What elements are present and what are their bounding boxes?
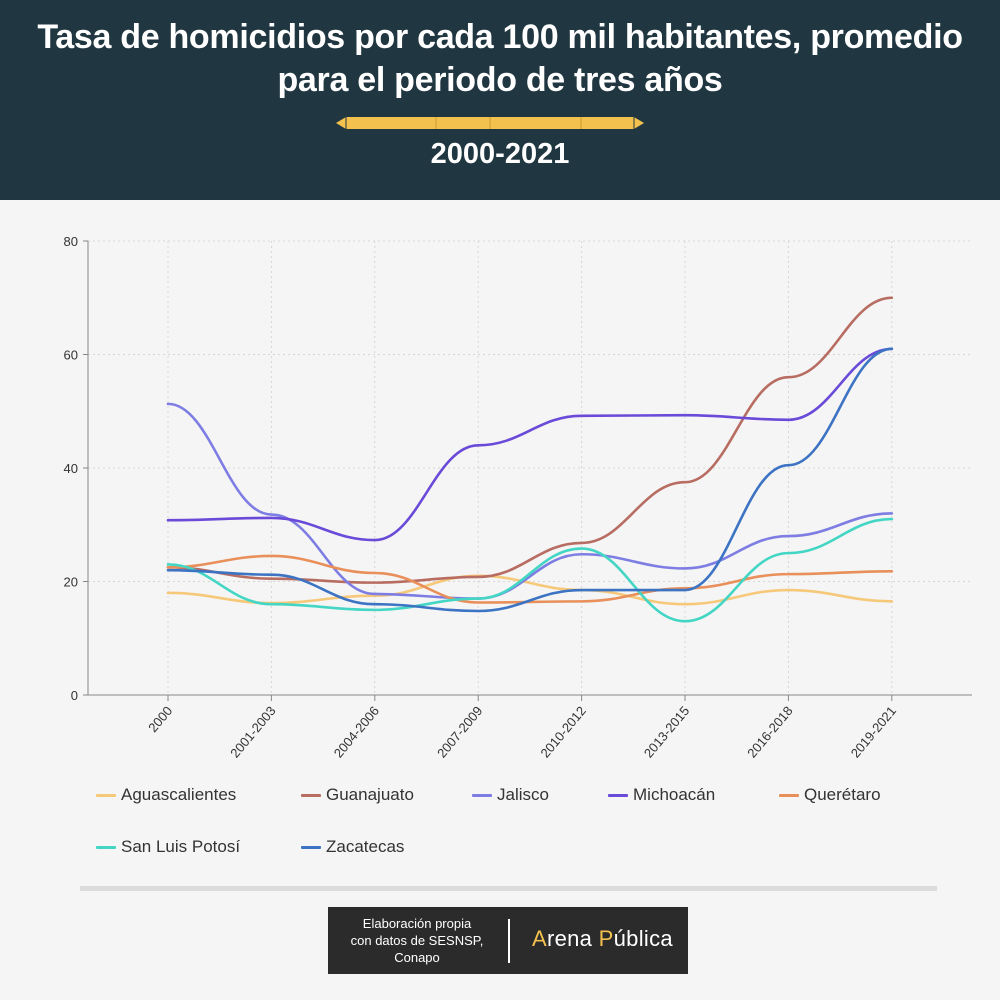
series-line-zacatecas xyxy=(166,347,894,613)
series-lines xyxy=(166,296,894,623)
grid xyxy=(88,240,972,695)
credit-separator xyxy=(508,919,510,963)
y-tick-label: 0 xyxy=(71,688,78,703)
legend-label: Michoacán xyxy=(633,785,716,804)
legend-label: Querétaro xyxy=(804,785,881,804)
series-line-san-luis-potosi xyxy=(166,517,894,623)
source-line: con datos de SESNSP, xyxy=(350,933,484,948)
x-tick-label: 2007-2009 xyxy=(434,703,485,760)
brand-logo: Arena Pública xyxy=(532,926,673,951)
series-line-guanajuato xyxy=(166,296,894,584)
x-tick-label: 2019-2021 xyxy=(848,703,899,760)
legend-item-san-luis-potosi[interactable]: San Luis Potosí xyxy=(96,837,240,857)
axes: 0 20 40 60 80 2000 2001-2003 2004-2006 2007-2009… xyxy=(64,234,972,761)
x-tick-label: 2004-2006 xyxy=(331,703,382,760)
x-tick-label: 2010-2012 xyxy=(537,703,588,760)
legend-item-queretaro[interactable]: Querétaro xyxy=(779,785,881,805)
legend-label: Jalisco xyxy=(497,785,549,804)
x-tick-label: 2001-2003 xyxy=(227,703,278,760)
legend-item-zacatecas[interactable]: Zacatecas xyxy=(301,837,404,857)
x-tick-label: 2000 xyxy=(145,703,175,735)
legend-label: Zacatecas xyxy=(326,837,405,856)
legend-swatch xyxy=(472,793,492,797)
legend-item-michoacan[interactable]: Michoacán xyxy=(608,785,715,805)
legend-label: San Luis Potosí xyxy=(121,837,241,856)
source-line: Conapo xyxy=(394,950,440,965)
legend-item-guanajuato[interactable]: Guanajuato xyxy=(301,785,414,805)
y-tick-label: 20 xyxy=(64,575,78,590)
source-note: Elaboración propia con datos de SESNSP, … xyxy=(336,915,498,966)
legend: Aguascalientes Guanajuato Jalisco Michoacán… xyxy=(96,785,956,885)
series-line-jalisco xyxy=(166,402,894,600)
y-tick-label: 60 xyxy=(64,348,78,363)
legend-item-aguascalientes[interactable]: Aguascalientes xyxy=(96,785,236,805)
line-chart: 0 20 40 60 80 2000 2001-2003 2004-2006 2007-2009… xyxy=(64,234,972,761)
series-line-michoacan xyxy=(166,347,894,542)
y-tick-label: 80 xyxy=(64,234,78,249)
pencil-divider-icon xyxy=(336,117,644,129)
legend-label: Guanajuato xyxy=(326,785,414,804)
legend-swatch xyxy=(779,793,799,797)
source-line: Elaboración propia xyxy=(362,916,472,931)
credit-box: Elaboración propia con datos de SESNSP, … xyxy=(328,907,688,974)
legend-label: Aguascalientes xyxy=(121,785,237,804)
legend-swatch xyxy=(608,793,628,797)
legend-swatch xyxy=(96,845,116,849)
header: Tasa de homicidios por cada 100 mil habi… xyxy=(0,0,1000,200)
series-line-queretaro xyxy=(166,554,894,604)
x-tick-label: 2013-2015 xyxy=(641,703,692,760)
page-subtitle: 2000-2021 xyxy=(430,138,570,170)
x-tick-label: 2016-2018 xyxy=(744,703,795,760)
legend-swatch xyxy=(301,793,321,797)
y-tick-label: 40 xyxy=(64,461,78,476)
series-line-aguascalientes xyxy=(166,574,894,606)
legend-swatch xyxy=(301,845,321,849)
divider xyxy=(80,886,937,891)
legend-item-jalisco[interactable]: Jalisco xyxy=(472,785,549,805)
legend-swatch xyxy=(96,793,116,797)
page-title: Tasa de homicidios por cada 100 mil habi… xyxy=(37,18,963,99)
